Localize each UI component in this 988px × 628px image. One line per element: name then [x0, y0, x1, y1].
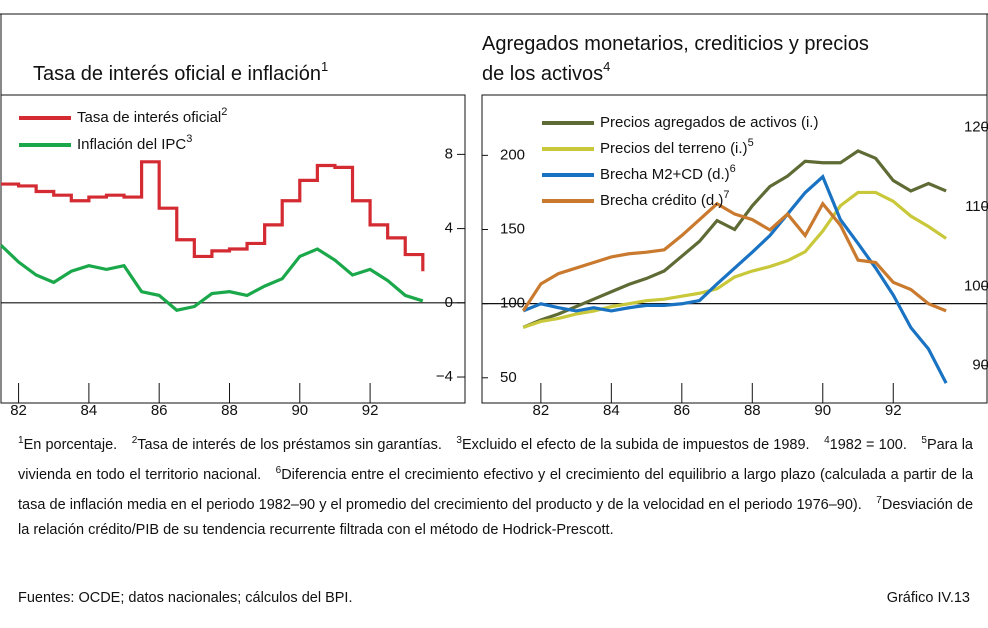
legend-name: Brecha crédito (d.) — [600, 192, 723, 209]
footnote-mark: 5 — [921, 435, 927, 446]
footnote-text: Para la vivienda en todo el territorio n… — [18, 436, 973, 483]
title-text: Tasa de interés oficial e inflación — [33, 63, 321, 85]
y2-tick-label: 110 — [965, 198, 988, 215]
legend-label: Precios del terreno (i.)5 — [600, 137, 754, 157]
x-tick-label: 92 — [362, 402, 379, 419]
footnote-text: En porcentaje. — [23, 436, 118, 453]
y-tick-label: 200 — [500, 146, 525, 163]
x-tick-label: 92 — [885, 402, 902, 419]
y2-tick-label: 100 — [964, 277, 988, 294]
title-text: de los activos — [482, 63, 603, 85]
footnote-mark: 3 — [456, 435, 462, 446]
footnote-text: 1982 = 100. — [829, 436, 907, 453]
y-tick-label: 50 — [500, 369, 517, 386]
footnote-text: Excluido el efecto de la subida de impue… — [461, 436, 810, 453]
series-line — [0, 244, 424, 312]
y-tick-label: 150 — [500, 220, 525, 237]
y-tick-label: −4 — [436, 368, 453, 385]
legend-name: Precios del terreno (i.) — [600, 140, 748, 157]
legend-label: Brecha M2+CD (d.)6 — [600, 163, 736, 183]
x-tick-label: 90 — [814, 402, 831, 419]
x-tick-label: 82 — [10, 402, 27, 419]
series-line — [521, 200, 947, 313]
footnote-mark: 6 — [275, 464, 282, 476]
chart-title: de los activos4 — [482, 59, 610, 85]
legend-note: 3 — [186, 133, 192, 145]
charts: Tasa de interés oficial e inflación1840−… — [0, 13, 988, 419]
series-line — [522, 174, 948, 384]
x-tick-label: 86 — [673, 402, 690, 419]
legend-note: 2 — [221, 106, 227, 118]
x-tick-label: 88 — [221, 402, 238, 419]
series-line — [522, 149, 947, 329]
legend-label: Tasa de interés oficial2 — [77, 106, 227, 126]
x-tick-label: 82 — [533, 402, 550, 419]
series-line — [1, 160, 425, 272]
legend-note: 6 — [730, 163, 736, 175]
x-tick-label: 84 — [603, 402, 620, 419]
footnote-text: Diferencia entre el crecimiento efectivo… — [18, 466, 974, 513]
x-tick-label: 86 — [151, 402, 168, 419]
legend-label: Brecha crédito (d.)7 — [600, 189, 730, 209]
legend-label: Precios agregados de activos (i.) — [600, 114, 818, 131]
legend-name: Tasa de interés oficial — [77, 109, 221, 126]
legend-note: 7 — [723, 189, 729, 201]
legend-name: Precios agregados de activos (i.) — [600, 114, 818, 131]
chart-title: Agregados monetarios, crediticios y prec… — [482, 33, 869, 55]
title-note: 4 — [603, 59, 610, 74]
legend-name: Brecha M2+CD (d.) — [600, 166, 730, 183]
title-note: 1 — [321, 59, 328, 74]
y-tick-label: 4 — [445, 220, 453, 237]
footnote-mark: 4 — [824, 435, 830, 446]
legend-name: Inflación del IPC — [77, 136, 186, 153]
figure-number: Gráfico IV.13 — [886, 590, 970, 606]
footnote-mark: 1 — [18, 435, 24, 446]
sources: Fuentes: OCDE; datos nacionales; cálculo… — [18, 590, 353, 606]
footnotes: 1En porcentaje. 2Tasa de interés de los … — [18, 428, 973, 543]
footnote-mark: 2 — [131, 435, 138, 446]
x-tick-label: 84 — [81, 402, 98, 419]
title-text: Agregados monetarios, crediticios y prec… — [482, 33, 869, 55]
plot-area — [0, 94, 466, 404]
chart-title: Tasa de interés oficial e inflación1 — [33, 59, 328, 85]
plot-area — [481, 94, 988, 404]
y2-tick-label: 90 — [972, 357, 988, 374]
x-tick-label: 88 — [744, 402, 761, 419]
legend-note: 5 — [748, 137, 754, 149]
legend-label: Inflación del IPC3 — [77, 133, 192, 153]
footnote-mark: 7 — [876, 494, 882, 506]
footnote-text: Desviación de la relación crédito/PIB de… — [18, 496, 974, 539]
x-tick-label: 90 — [291, 402, 308, 419]
y2-tick-label: 120 — [964, 119, 988, 136]
y-tick-label: 8 — [445, 145, 453, 162]
series-line — [522, 190, 948, 329]
footnote-text: Tasa de interés de los préstamos sin gar… — [137, 436, 442, 453]
